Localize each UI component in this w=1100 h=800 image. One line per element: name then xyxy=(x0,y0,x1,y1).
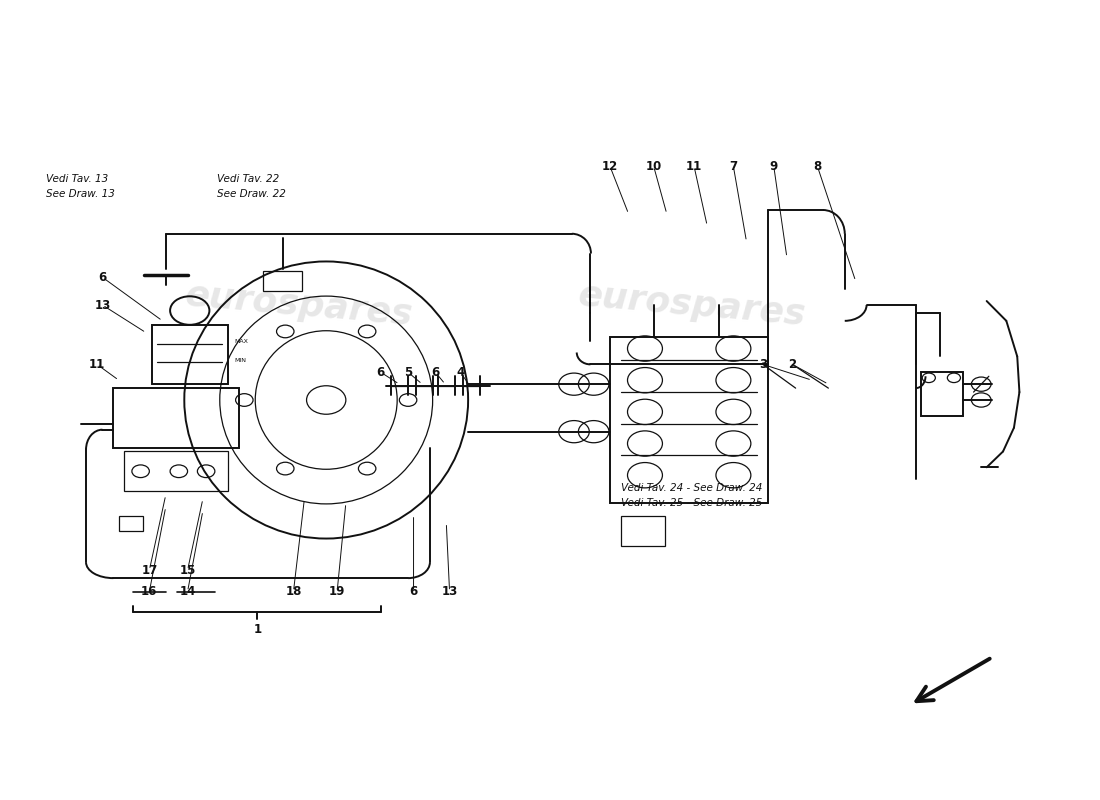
Text: 4: 4 xyxy=(456,366,464,378)
Text: eurospares: eurospares xyxy=(184,278,415,332)
Bar xyxy=(263,271,302,290)
Bar xyxy=(921,372,962,416)
Text: MAX: MAX xyxy=(234,339,249,344)
Text: 3: 3 xyxy=(759,358,767,371)
Text: 13: 13 xyxy=(95,298,110,311)
Bar xyxy=(621,516,664,546)
Text: 9: 9 xyxy=(770,160,778,173)
Text: 18: 18 xyxy=(285,585,301,598)
Text: MIN: MIN xyxy=(234,358,246,363)
Text: 6: 6 xyxy=(431,366,440,378)
Text: 13: 13 xyxy=(441,585,458,598)
Text: Vedi Tav. 13
See Draw. 13: Vedi Tav. 13 See Draw. 13 xyxy=(45,174,114,199)
Bar xyxy=(152,325,228,384)
Bar xyxy=(610,337,768,503)
Bar xyxy=(113,388,239,447)
Text: 11: 11 xyxy=(686,160,702,173)
Text: 15: 15 xyxy=(179,564,196,577)
Text: Vedi Tav. 22
See Draw. 22: Vedi Tav. 22 See Draw. 22 xyxy=(217,174,286,199)
Bar xyxy=(119,516,143,530)
Text: Vedi Tav. 24 - See Draw. 24
Vedi Tav. 25 - See Draw. 25: Vedi Tav. 24 - See Draw. 24 Vedi Tav. 25… xyxy=(621,483,762,508)
Text: 6: 6 xyxy=(98,270,107,284)
Bar xyxy=(124,451,228,491)
Text: 10: 10 xyxy=(646,160,662,173)
Text: 16: 16 xyxy=(141,585,157,598)
Text: 8: 8 xyxy=(813,160,822,173)
Text: 2: 2 xyxy=(789,358,796,371)
Text: 6: 6 xyxy=(409,585,418,598)
Text: 7: 7 xyxy=(729,160,737,173)
Text: 6: 6 xyxy=(376,366,385,378)
Text: 17: 17 xyxy=(141,564,157,577)
Text: 19: 19 xyxy=(329,585,345,598)
Text: 5: 5 xyxy=(404,366,412,378)
Text: 14: 14 xyxy=(179,585,196,598)
Text: 11: 11 xyxy=(89,358,106,371)
Text: 12: 12 xyxy=(602,160,618,173)
Text: eurospares: eurospares xyxy=(576,278,807,332)
Text: 1: 1 xyxy=(253,623,262,636)
